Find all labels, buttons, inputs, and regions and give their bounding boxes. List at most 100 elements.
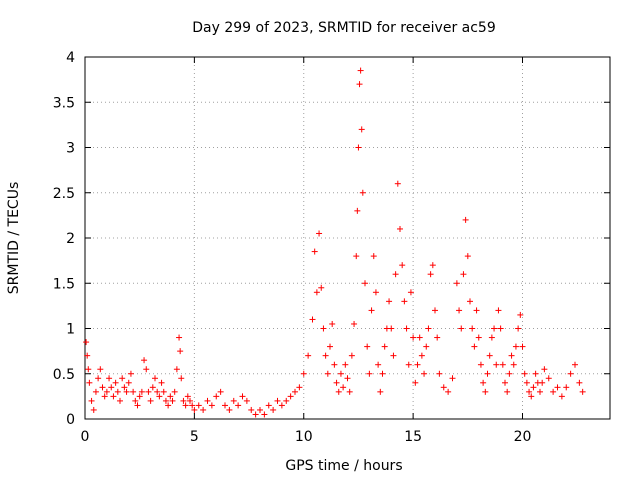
data-point [123,388,130,395]
data-point [370,253,377,260]
data-point [86,379,93,386]
data-point [320,325,327,332]
chart-title: Day 299 of 2023, SRMTID for receiver ac5… [192,20,496,36]
data-point [521,370,528,377]
data-point [318,284,325,291]
data-point [329,320,336,327]
x-tick-label: 5 [190,429,199,445]
data-point [460,271,467,278]
y-tick-label: 2.5 [53,186,75,202]
data-point [324,370,331,377]
data-point [313,289,320,296]
data-point [563,384,570,391]
data-point [429,262,436,269]
data-point [488,334,495,341]
data-point [145,388,152,395]
data-point [497,325,504,332]
data-point [405,361,412,368]
data-point [346,388,353,395]
data-point [425,325,432,332]
x-tick-label: 0 [81,429,90,445]
data-point [141,357,148,364]
data-point [508,352,515,359]
data-point [134,402,141,409]
data-point [101,393,108,400]
data-point [322,352,329,359]
data-point [381,343,388,350]
data-point [458,325,465,332]
data-point [165,402,172,409]
data-point [449,375,456,382]
data-point [283,397,290,404]
data-point [208,402,215,409]
data-point [357,67,364,74]
data-point [119,375,126,382]
data-point [327,343,333,350]
data-point [127,370,134,377]
y-tick-label: 3 [66,141,75,157]
data-point [261,411,268,418]
data-point [467,298,473,305]
data-point [475,334,482,341]
y-tick-label: 4 [66,50,75,66]
y-tick-label: 0 [66,412,75,428]
data-point [138,388,145,395]
data-point [567,370,574,377]
data-point [358,126,365,133]
data-point [464,253,471,260]
data-point [456,307,463,314]
data-point [287,393,294,400]
data-point [558,393,565,400]
data-point [482,388,489,395]
data-point [515,325,522,332]
data-point [92,388,99,395]
data-point [191,406,198,413]
data-point [117,397,123,404]
data-point [354,207,361,214]
data-point [340,384,347,391]
data-point [169,397,176,404]
data-point [550,388,557,395]
data-point [176,334,183,341]
data-point [97,366,104,373]
data-point [377,388,384,395]
data-point [130,388,137,395]
data-point [99,384,106,391]
data-point [528,393,535,400]
data-point [421,370,428,377]
data-point [180,397,187,404]
data-point [333,379,340,386]
x-tick-label: 20 [514,429,532,445]
data-point [392,271,399,278]
data-point [121,384,128,391]
data-point [167,393,174,400]
data-point [311,248,318,255]
data-point [519,343,526,350]
data-point [195,402,202,409]
y-tick-labels: 0 0.5 1 1.5 2 2.5 3 3.5 4 [53,50,75,428]
axis-ticks [84,56,610,420]
data-point [344,375,351,382]
data-point [572,361,578,368]
data-point [337,370,344,377]
y-tick-label: 2 [66,231,75,247]
data-point [471,343,478,350]
data-point [491,325,498,332]
data-point [217,388,224,395]
data-point [423,343,430,350]
data-point [372,289,379,296]
data-point [436,370,443,377]
data-point [125,379,132,386]
data-point [83,339,90,346]
data-point [545,375,552,382]
data-point [178,375,185,382]
data-point [397,225,403,232]
data-point [187,397,193,404]
data-point [403,325,410,332]
data-point [399,262,406,269]
data-point [412,379,419,386]
data-point [143,366,150,373]
data-point [416,334,423,341]
data-point [504,388,511,395]
